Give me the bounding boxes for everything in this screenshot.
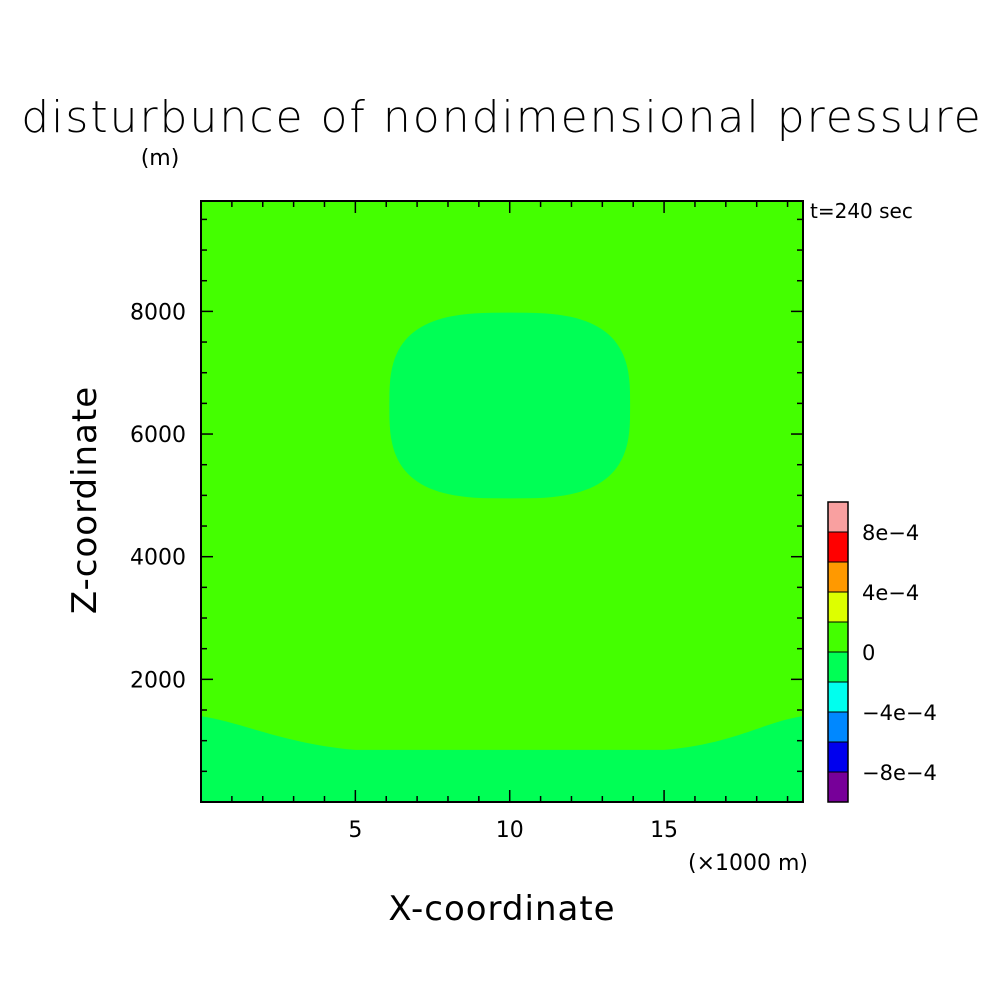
colorbar-band — [827, 561, 849, 593]
colorbar-band — [827, 681, 849, 713]
y-tick-label: 6000 — [130, 423, 186, 448]
colorbar-label: 4e−4 — [862, 581, 919, 605]
colorbar-label: −8e−4 — [862, 761, 937, 785]
colorbar-band — [827, 711, 849, 743]
tick-labels: 5 10 15 2000 4000 6000 8000 — [130, 300, 678, 843]
colorbar-label: 0 — [862, 641, 875, 665]
x-tick-label: 5 — [348, 818, 362, 843]
plot-area — [200, 200, 804, 803]
colorbar-band — [827, 531, 849, 563]
y-tick-label: 4000 — [130, 546, 186, 571]
time-label: t=240 sec — [810, 199, 913, 223]
y-tick-label: 8000 — [130, 300, 186, 325]
y-axis-label: Z-coordinate — [65, 386, 105, 614]
x-unit-label: (×1000 m) — [688, 851, 808, 876]
plot-frame — [200, 200, 804, 803]
x-axis-label: X-coordinate — [388, 889, 615, 929]
field-background — [201, 201, 803, 802]
x-tick-label: 15 — [650, 818, 678, 843]
colorbar-band — [827, 591, 849, 623]
colorbar-band — [827, 621, 849, 653]
lower-negative-region — [201, 716, 803, 802]
x-tick-label: 10 — [496, 818, 524, 843]
colorbar-band — [827, 771, 849, 803]
colorbar-band — [827, 501, 849, 533]
y-tick-label: 2000 — [130, 668, 186, 693]
colorbar-band — [827, 651, 849, 683]
chart-title: disturbunce of nondimensional pressure — [21, 92, 983, 143]
colorbar-band — [827, 741, 849, 773]
colorbar-frame — [827, 501, 849, 803]
upper-negative-region — [389, 312, 631, 499]
colorbar-label: 8e−4 — [862, 521, 919, 545]
colorbar: −8e−4 −4e−4 0 4e−4 8e−4 — [827, 501, 937, 803]
y-unit-label: (m) — [141, 146, 180, 171]
colorbar-label: −4e−4 — [862, 701, 937, 725]
